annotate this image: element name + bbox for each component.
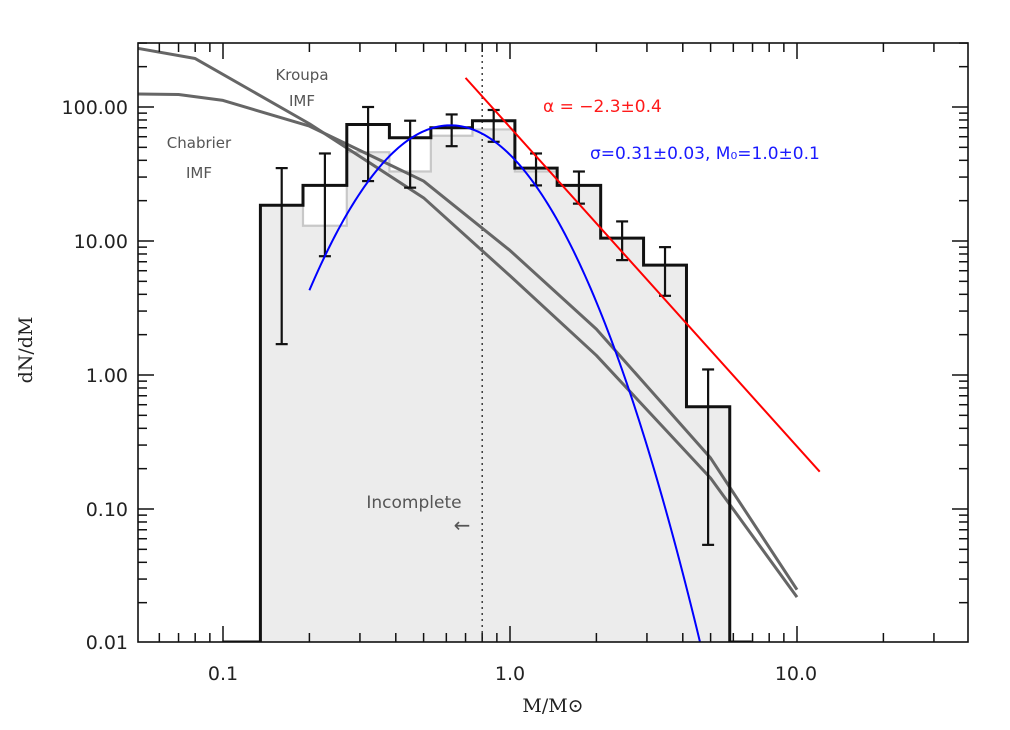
error-bar	[275, 166, 288, 346]
corrected-histogram-fill	[260, 129, 730, 642]
chabrier-imf-label: IMF	[186, 164, 212, 182]
y-tick-0-01: 0.01	[86, 632, 128, 654]
y-tick-10: 10.00	[74, 231, 128, 253]
error-bar	[616, 220, 629, 262]
lognormal-fit-label: σ=0.31±0.03, M₀=1.0±0.1	[590, 144, 820, 164]
kroupa-label: Kroupa	[275, 66, 328, 84]
y-axis-title: dN/dM	[15, 317, 37, 384]
kroupa-imf-label: IMF	[289, 92, 315, 110]
y-tick-1: 1.00	[86, 365, 128, 387]
chabrier-imf-curve	[138, 92, 799, 591]
chabrier-label: Chabrier	[167, 134, 232, 152]
y-tick-100: 100.00	[62, 97, 128, 119]
error-bar	[445, 113, 458, 148]
x-tick-10: 10.0	[775, 663, 817, 685]
x-tick-0-1: 0.1	[208, 663, 238, 685]
plot-area	[138, 43, 821, 642]
axis-ticks	[138, 42, 968, 642]
error-bar	[404, 119, 417, 189]
error-bar	[702, 368, 715, 546]
y-tick-0-1: 0.10	[86, 499, 128, 521]
kroupa-imf-curve	[138, 46, 799, 598]
y-tick-labels: 100.00 10.00 1.00 0.10 0.01	[62, 97, 128, 654]
x-tick-labels: 0.1 1.0 10.0	[208, 663, 817, 685]
x-axis-title: M/M⊙	[522, 695, 583, 717]
power-law-fit-line	[464, 77, 821, 473]
power-law-fit-label: α = −2.3±0.4	[543, 97, 662, 117]
incomplete-arrow-icon: ←	[454, 513, 471, 537]
plot-frame	[137, 42, 969, 643]
incomplete-label: Incomplete	[366, 493, 461, 513]
lognormal-fit-curve	[308, 124, 702, 642]
x-tick-1: 1.0	[495, 663, 525, 685]
